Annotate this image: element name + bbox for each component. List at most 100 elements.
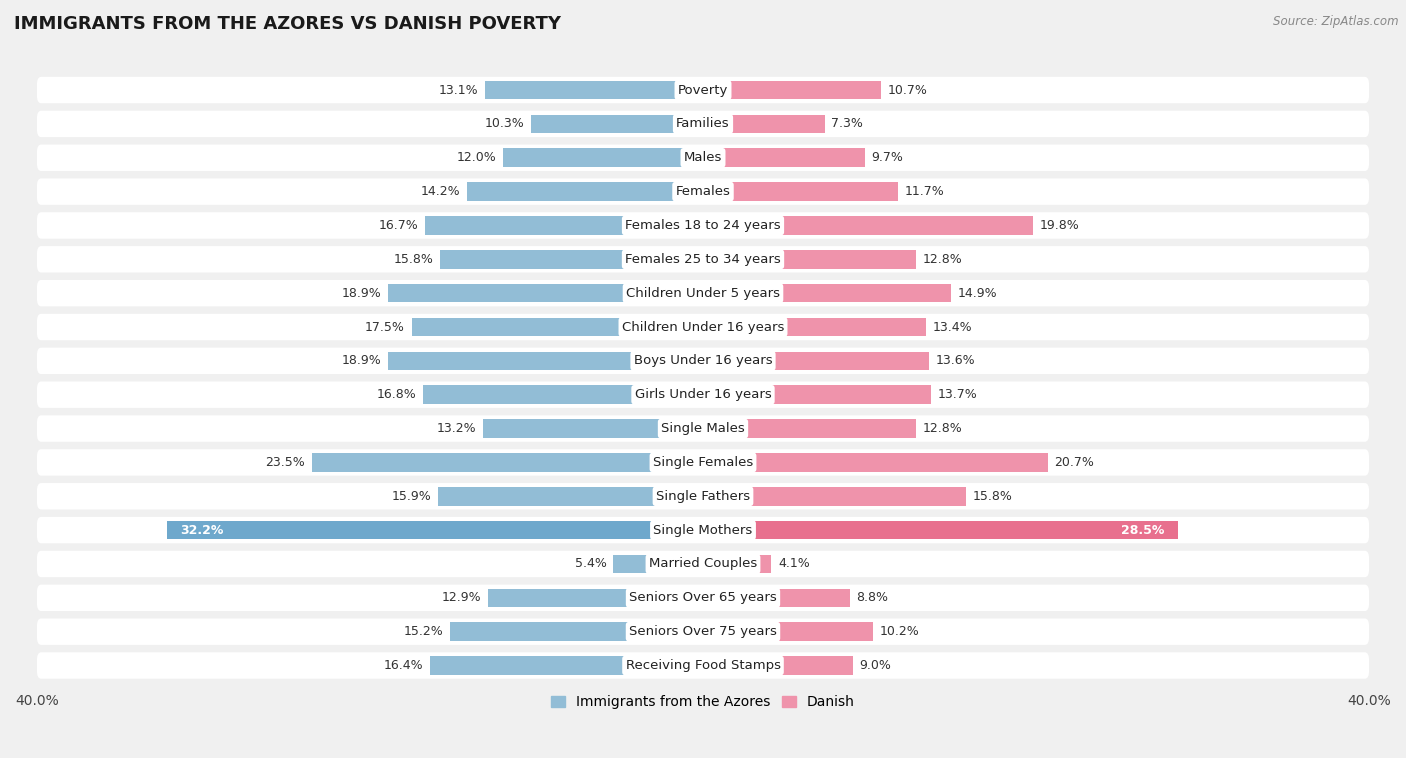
- Text: Single Males: Single Males: [661, 422, 745, 435]
- Bar: [613, 555, 703, 573]
- FancyBboxPatch shape: [37, 584, 1369, 611]
- Text: 15.8%: 15.8%: [394, 253, 433, 266]
- Bar: [312, 453, 703, 471]
- Bar: [703, 318, 927, 337]
- FancyBboxPatch shape: [37, 77, 1369, 103]
- FancyBboxPatch shape: [37, 551, 1369, 577]
- Text: 32.2%: 32.2%: [180, 524, 224, 537]
- Bar: [703, 149, 865, 167]
- FancyBboxPatch shape: [37, 449, 1369, 475]
- Legend: Immigrants from the Azores, Danish: Immigrants from the Azores, Danish: [546, 690, 860, 715]
- Text: 12.8%: 12.8%: [922, 253, 963, 266]
- Bar: [450, 622, 703, 641]
- Bar: [703, 453, 1047, 471]
- Bar: [503, 149, 703, 167]
- Bar: [703, 250, 917, 268]
- FancyBboxPatch shape: [37, 246, 1369, 273]
- Bar: [440, 250, 703, 268]
- Text: 18.9%: 18.9%: [342, 287, 381, 299]
- Text: 4.1%: 4.1%: [778, 557, 810, 571]
- Text: 15.2%: 15.2%: [404, 625, 443, 638]
- Text: 13.4%: 13.4%: [932, 321, 973, 334]
- Text: Seniors Over 65 years: Seniors Over 65 years: [628, 591, 778, 604]
- Text: Families: Families: [676, 117, 730, 130]
- Text: 13.7%: 13.7%: [938, 388, 977, 401]
- Text: Single Mothers: Single Mothers: [654, 524, 752, 537]
- FancyBboxPatch shape: [37, 212, 1369, 239]
- Bar: [531, 114, 703, 133]
- Text: Females 25 to 34 years: Females 25 to 34 years: [626, 253, 780, 266]
- FancyBboxPatch shape: [37, 178, 1369, 205]
- Bar: [167, 521, 703, 540]
- Text: 10.2%: 10.2%: [880, 625, 920, 638]
- Text: 28.5%: 28.5%: [1121, 524, 1164, 537]
- Bar: [703, 656, 853, 675]
- Text: 5.4%: 5.4%: [575, 557, 606, 571]
- FancyBboxPatch shape: [37, 314, 1369, 340]
- Bar: [703, 419, 917, 438]
- Text: 19.8%: 19.8%: [1039, 219, 1080, 232]
- Text: 16.7%: 16.7%: [378, 219, 418, 232]
- Text: Females: Females: [675, 185, 731, 198]
- Bar: [439, 487, 703, 506]
- Text: Seniors Over 75 years: Seniors Over 75 years: [628, 625, 778, 638]
- Text: 10.3%: 10.3%: [485, 117, 524, 130]
- FancyBboxPatch shape: [37, 348, 1369, 374]
- Text: 13.2%: 13.2%: [437, 422, 477, 435]
- Text: 7.3%: 7.3%: [831, 117, 863, 130]
- Text: Single Females: Single Females: [652, 456, 754, 469]
- Text: Poverty: Poverty: [678, 83, 728, 96]
- Text: Girls Under 16 years: Girls Under 16 years: [634, 388, 772, 401]
- Bar: [423, 385, 703, 404]
- Bar: [703, 114, 824, 133]
- Text: Children Under 16 years: Children Under 16 years: [621, 321, 785, 334]
- FancyBboxPatch shape: [37, 483, 1369, 509]
- Text: 9.0%: 9.0%: [859, 659, 891, 672]
- FancyBboxPatch shape: [37, 619, 1369, 645]
- Bar: [412, 318, 703, 337]
- Bar: [703, 183, 898, 201]
- Bar: [703, 81, 882, 99]
- Text: 14.9%: 14.9%: [957, 287, 997, 299]
- Text: 15.9%: 15.9%: [392, 490, 432, 503]
- Text: 16.4%: 16.4%: [384, 659, 423, 672]
- FancyBboxPatch shape: [37, 415, 1369, 442]
- FancyBboxPatch shape: [37, 111, 1369, 137]
- Text: Source: ZipAtlas.com: Source: ZipAtlas.com: [1274, 15, 1399, 28]
- Text: 15.8%: 15.8%: [973, 490, 1012, 503]
- Text: 13.6%: 13.6%: [936, 355, 976, 368]
- Text: 11.7%: 11.7%: [904, 185, 945, 198]
- Text: 14.2%: 14.2%: [420, 185, 460, 198]
- Text: Males: Males: [683, 152, 723, 164]
- FancyBboxPatch shape: [37, 280, 1369, 306]
- FancyBboxPatch shape: [37, 653, 1369, 678]
- Bar: [703, 487, 966, 506]
- Bar: [485, 81, 703, 99]
- Text: Receiving Food Stamps: Receiving Food Stamps: [626, 659, 780, 672]
- Bar: [388, 352, 703, 370]
- Text: 12.9%: 12.9%: [441, 591, 481, 604]
- Text: 23.5%: 23.5%: [266, 456, 305, 469]
- Bar: [388, 283, 703, 302]
- Text: Children Under 5 years: Children Under 5 years: [626, 287, 780, 299]
- Bar: [703, 385, 931, 404]
- Text: IMMIGRANTS FROM THE AZORES VS DANISH POVERTY: IMMIGRANTS FROM THE AZORES VS DANISH POV…: [14, 15, 561, 33]
- Bar: [467, 183, 703, 201]
- Text: 9.7%: 9.7%: [872, 152, 903, 164]
- Text: 8.8%: 8.8%: [856, 591, 889, 604]
- Bar: [703, 352, 929, 370]
- Text: 18.9%: 18.9%: [342, 355, 381, 368]
- Text: Married Couples: Married Couples: [650, 557, 756, 571]
- Bar: [703, 622, 873, 641]
- Bar: [484, 419, 703, 438]
- Bar: [703, 521, 1178, 540]
- Text: 13.1%: 13.1%: [439, 83, 478, 96]
- Bar: [488, 588, 703, 607]
- Bar: [703, 216, 1033, 235]
- Text: Single Fathers: Single Fathers: [657, 490, 749, 503]
- FancyBboxPatch shape: [37, 517, 1369, 543]
- FancyBboxPatch shape: [37, 145, 1369, 171]
- Text: 20.7%: 20.7%: [1054, 456, 1094, 469]
- Text: Females 18 to 24 years: Females 18 to 24 years: [626, 219, 780, 232]
- Text: 12.8%: 12.8%: [922, 422, 963, 435]
